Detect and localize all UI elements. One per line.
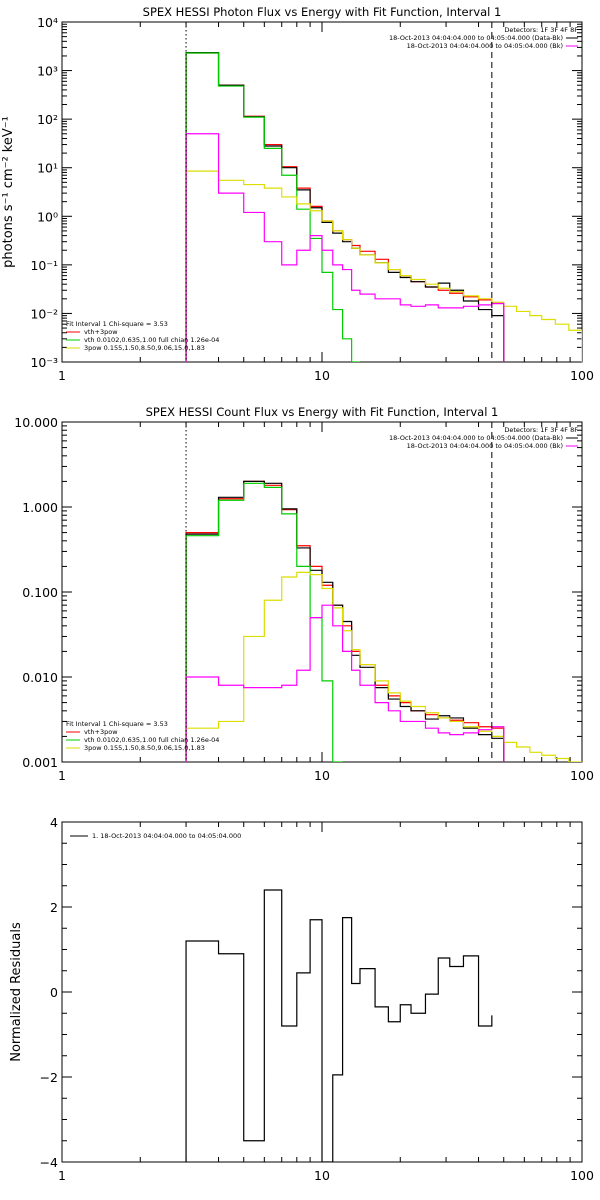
- y-tick-label: 10⁻¹: [30, 258, 58, 273]
- legend-entry: vth+3pow: [84, 328, 118, 336]
- legend-entry: Detectors: 1F 3F 4F 8F: [504, 26, 578, 34]
- x-tick-label: 10: [314, 768, 330, 783]
- series-line-component: [185, 571, 582, 762]
- series-line-component: [185, 170, 582, 362]
- x-tick-label: 1: [58, 368, 66, 383]
- y-tick-label: 10⁴: [37, 15, 58, 30]
- y-tick-label: 10³: [37, 64, 58, 79]
- legend-entry: vth 0.0102,0.635,1.00 full chian 1.26e-0…: [84, 336, 219, 344]
- y-tick-label: 10¹: [37, 161, 58, 176]
- count-flux-panel: SPEX HESSI Count Flux vs Energy with Fit…: [14, 405, 594, 783]
- series-line-residual: [185, 889, 493, 1162]
- x-tick-label: 1: [58, 1168, 66, 1183]
- y-tick-label: −4: [40, 1155, 58, 1170]
- y-tick-label: 10.000: [14, 415, 58, 430]
- y-tick-label: 0.100: [22, 585, 58, 600]
- series-line-component: [185, 52, 360, 362]
- x-tick-label: 1: [58, 768, 66, 783]
- legend-entry: 18-Oct-2013 04:04:04.000 to 04:05:04.000…: [407, 442, 563, 450]
- legend-entry: vth+3pow: [84, 728, 118, 736]
- x-tick-label: 100: [570, 1168, 594, 1183]
- y-tick-label: 10²: [37, 112, 58, 127]
- series-line-component: [185, 482, 343, 762]
- y-tick-label: 10⁻²: [30, 306, 58, 321]
- series-line-total: [185, 52, 505, 362]
- y-tick-label: −2: [40, 1070, 58, 1085]
- legend-entry: Detectors: 1F 3F 4F 8F: [504, 426, 578, 434]
- plot-frame: [61, 421, 583, 763]
- residuals-panel: 1 10 100 −4 −2 0 2 4 Normalized Residuals 1. 18-O…: [9, 815, 594, 1183]
- legend-entry: 18-Oct-2013 04:04:04.000 to 04:05:04.000…: [407, 42, 563, 50]
- legend-entry: 18-Oct-2013 04:04:04.000 to 04:05:04.000…: [389, 34, 563, 42]
- y-tick-label: 0.010: [22, 670, 58, 685]
- photon-flux-panel: SPEX HESSI Photon Flux vs Energy with Fi…: [1, 5, 594, 383]
- y-tick-label: 10⁻³: [30, 355, 58, 370]
- x-tick-label: 10: [314, 1168, 330, 1183]
- y-axis-label: photons s⁻¹ cm⁻² keV⁻¹: [1, 116, 16, 268]
- y-tick-label: 0: [50, 985, 58, 1000]
- x-tick-label: 10: [314, 368, 330, 383]
- fit-summary: Fit Interval 1 Chi-square = 3.53: [66, 320, 168, 328]
- y-tick-label: 4: [50, 815, 58, 830]
- y-tick-label: 2: [50, 900, 58, 915]
- chart-title: SPEX HESSI Photon Flux vs Energy with Fi…: [143, 5, 502, 19]
- series-line-background: [185, 604, 505, 762]
- x-tick-label: 100: [570, 768, 594, 783]
- legend-entry: vth 0.0102,0.635,1.00 full chian 1.26e-0…: [84, 736, 219, 744]
- series-line-data: [185, 51, 505, 362]
- y-tick-label: 10⁰: [37, 209, 58, 224]
- legend-entry: 1. 18-Oct-2013 04:04:04.000 to 04:05:04.…: [92, 832, 241, 840]
- legend-entry: 3pow 0.155,1.50,8.50,9.06,15.0,1.83: [84, 344, 205, 352]
- chart-title: SPEX HESSI Count Flux vs Energy with Fit…: [146, 405, 499, 419]
- legend-entry: 3pow 0.155,1.50,8.50,9.06,15.0,1.83: [84, 744, 205, 752]
- y-axis-label: Normalized Residuals: [9, 922, 24, 1062]
- y-tick-label: 0.001: [22, 755, 58, 770]
- x-tick-label: 100: [570, 368, 594, 383]
- y-tick-label: 1.000: [22, 500, 58, 515]
- fit-summary: Fit Interval 1 Chi-square = 3.53: [66, 720, 168, 728]
- legend-entry: 18-Oct-2013 04:04:04.000 to 04:05:04.000…: [389, 434, 563, 442]
- series-line-background: [185, 133, 505, 362]
